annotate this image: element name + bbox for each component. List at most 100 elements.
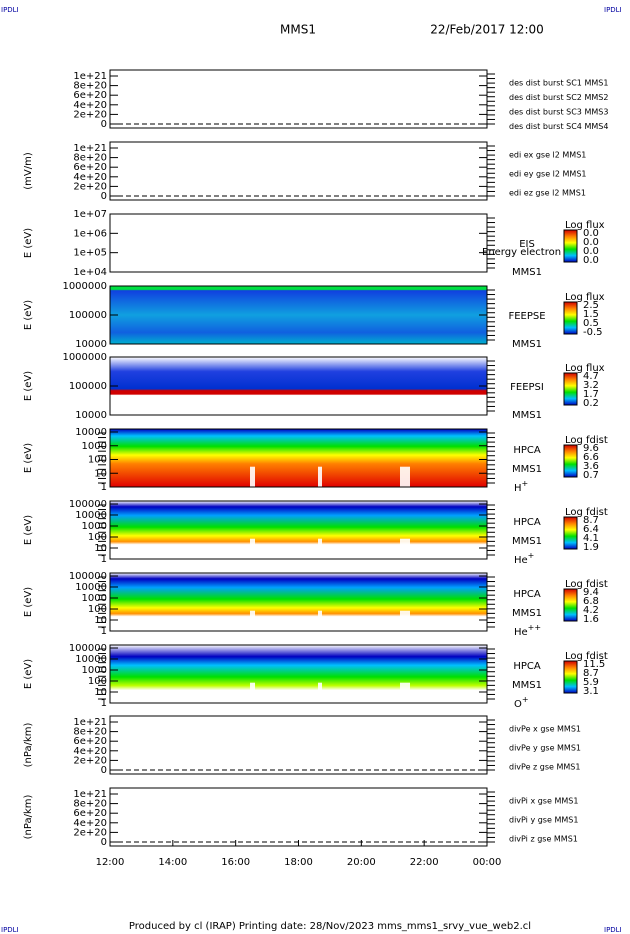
y-axis-label: E (eV) [23,371,34,401]
species-base: O [514,699,522,710]
colorbar-label: 6.8 [583,596,599,607]
data-gap [250,466,255,487]
y-tick-label: 8e+20 [73,799,107,810]
spectrogram [110,501,487,559]
data-gap [318,610,322,631]
y-tick-label: 1e+21 [73,789,107,800]
y-axis-label: E (eV) [23,659,34,689]
side-label: HPCA [513,589,541,600]
y-tick-label: 0 [101,765,107,776]
colorbar-title: Log fdist [565,435,608,446]
y-tick-label: 1 [101,626,107,637]
corner-label: IPDLI [604,6,622,14]
y-tick-label: 1e+21 [73,71,107,82]
colorbar-label: 0.0 [583,255,599,266]
colorbar-label: 9.4 [583,587,599,598]
colorbar-label: 3.1 [583,686,599,697]
y-tick-label: 10 [94,543,107,554]
y-tick-label: 4e+20 [73,172,107,183]
species-label: He++ [514,623,541,639]
y-tick-label: 1000 [82,441,107,452]
data-gap [250,610,255,631]
y-tick-label: 2e+20 [73,181,107,192]
colorbar-title: Log fdist [565,651,608,662]
colorbar-frame [563,229,578,263]
y-tick-label: 6e+20 [73,808,107,819]
y-tick-label: 1000 [82,521,107,532]
y-axis-label: E (eV) [23,300,34,330]
panel-frame [109,500,488,560]
colorbar-label: 8.7 [583,668,599,679]
species-charge: + [522,479,529,488]
data-gap [318,682,322,703]
colorbar-label: -0.5 [583,327,603,338]
y-tick-label: 1e+21 [73,143,107,154]
colorbar-label: 2.5 [583,300,599,311]
panel-frame [109,141,488,201]
footer-text: Produced by cl (IRAP) Printing date: 28/… [129,921,531,932]
species-label: H+ [514,479,528,495]
y-tick-label: 10 [94,687,107,698]
y-tick-label: 4e+20 [73,818,107,829]
y-tick-label: 10000 [75,410,107,421]
corner-label: IPDLI [1,6,19,14]
colorbar-frame [563,660,578,694]
side-label: HPCA [513,661,541,672]
species-label: He+ [514,551,534,567]
panel-frame [109,572,488,632]
y-tick-label: 10000 [75,582,107,593]
side-label: MMS1 [512,267,542,278]
colorbar-label: 4.7 [583,371,599,382]
colorbar-label: 1.5 [583,309,599,320]
colorbar-label: 4.1 [583,533,599,544]
legend-entry: divPe z gse MMS1 [509,763,580,772]
y-tick-label: 1e+05 [73,248,107,259]
corner-label: IPDLI [1,926,19,934]
species-charge: + [528,551,535,560]
y-tick-label: 10000 [75,654,107,665]
species-label: O+ [514,695,529,711]
legend-entry: des dist burst SC3 MMS3 [509,108,608,117]
colorbar-label: 1.6 [583,614,599,625]
panel-frame [109,787,488,847]
y-tick-label: 1e+06 [73,228,107,239]
y-tick-label: 100 [88,532,107,543]
data-gap [400,538,410,559]
y-axis-label: E (eV) [23,515,34,545]
y-axis-label: E (eV) [23,587,34,617]
y-tick-label: 10000 [75,427,107,438]
overlap-text: Energy electron to [482,247,574,258]
data-gap [250,682,255,703]
y-tick-label: 2e+20 [73,109,107,120]
colorbar-frame [563,301,578,335]
colorbar-label: 0.0 [583,246,599,257]
side-label: MMS1 [512,680,542,691]
colorbar-label: 9.6 [583,443,599,454]
y-tick-label: 8e+20 [73,153,107,164]
y-tick-label: 100000 [69,643,107,654]
side-label: FEEPSI [510,382,544,393]
panel-frame [109,715,488,775]
y-tick-label: 2e+20 [73,755,107,766]
colorbar-frame [563,372,578,406]
side-label: MMS1 [512,464,542,475]
colorbar-label: 1.9 [583,542,599,553]
data-gap [250,538,255,559]
x-tick-label: 00:00 [473,857,502,868]
data-gap [318,538,322,559]
side-label: MMS1 [512,339,542,350]
y-tick-label: 8e+20 [73,727,107,738]
y-tick-label: 0 [101,191,107,202]
side-label: EIS [519,239,535,250]
y-tick-label: 100 [88,455,107,466]
x-tick-label: 16:00 [221,857,250,868]
legend-entry: divPi x gse MMS1 [509,797,578,806]
colorbar-label: 0.2 [583,398,599,409]
y-tick-label: 0 [101,837,107,848]
spectrogram [110,357,487,415]
y-axis-label: (nPa/km) [23,795,34,840]
legend-entry: divPi y gse MMS1 [509,816,578,825]
y-tick-label: 1000 [82,593,107,604]
y-tick-label: 1e+21 [73,717,107,728]
